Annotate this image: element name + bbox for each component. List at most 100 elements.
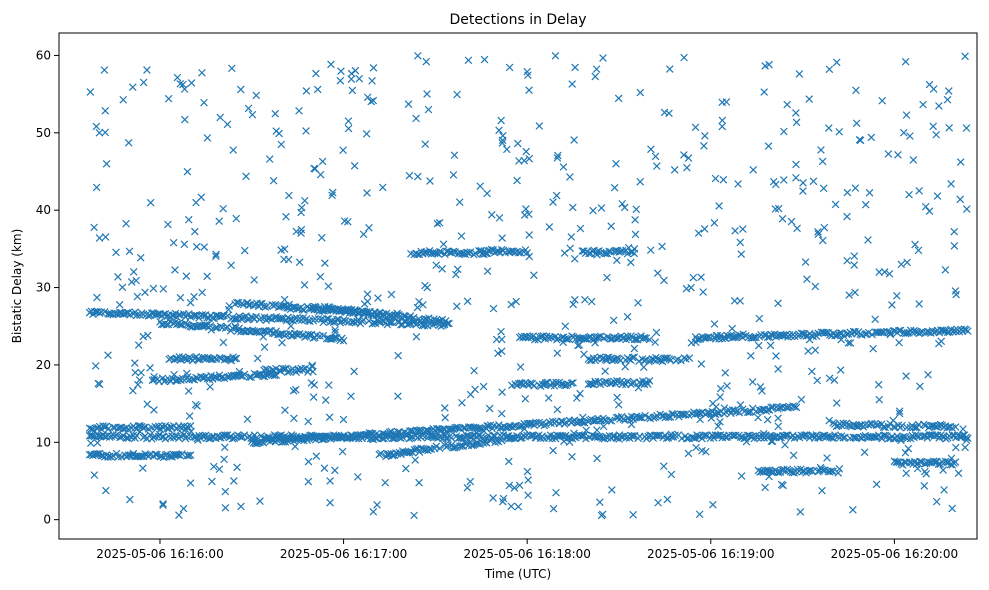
data-point-x-marker: [295, 258, 304, 267]
data-point-x-marker: [178, 450, 186, 458]
data-point-x-marker: [799, 179, 807, 187]
data-point-x-marker: [516, 434, 525, 443]
data-point-x-marker: [362, 130, 371, 138]
data-point-x-marker: [240, 370, 249, 379]
data-point-x-marker: [183, 432, 192, 441]
data-point-x-marker: [208, 314, 217, 322]
data-point-x-marker: [497, 436, 506, 445]
data-point-x-marker: [129, 268, 138, 276]
data-point-x-marker: [325, 413, 334, 422]
data-point-x-marker: [122, 219, 130, 228]
data-point-x-marker: [850, 261, 859, 269]
data-point-x-marker: [304, 457, 313, 466]
data-point-x-marker: [905, 190, 913, 199]
data-point-x-marker: [146, 198, 155, 207]
data-point-x-marker: [227, 261, 235, 270]
data-point-x-marker: [805, 95, 814, 103]
data-point-x-marker: [749, 166, 758, 174]
data-point-x-marker: [737, 250, 746, 259]
data-point-x-marker: [483, 189, 491, 198]
data-point-x-marker: [95, 128, 104, 137]
data-point-x-marker: [230, 354, 239, 363]
data-point-x-marker: [924, 370, 932, 379]
data-point-x-marker: [497, 327, 505, 336]
data-point-x-marker: [422, 57, 431, 66]
data-point-x-marker: [787, 217, 796, 226]
data-point-x-marker: [278, 364, 287, 373]
data-point-x-marker: [865, 188, 874, 197]
data-point-x-marker: [114, 453, 123, 461]
data-point-x-marker: [260, 343, 269, 352]
data-point-x-marker: [618, 199, 627, 208]
data-point-x-marker: [772, 352, 780, 360]
data-point-x-marker: [269, 176, 278, 185]
data-point-x-marker: [559, 163, 568, 171]
data-point-x-marker: [728, 324, 737, 333]
data-point-x-marker: [771, 180, 780, 189]
data-point-x-marker: [940, 486, 948, 494]
data-point-x-marker: [348, 86, 357, 95]
data-point-x-marker: [394, 351, 402, 360]
data-point-x-marker: [629, 510, 637, 519]
data-point-x-marker: [374, 432, 382, 440]
data-point-x-marker: [654, 498, 662, 507]
data-point-x-marker: [944, 87, 953, 95]
data-point-x-marker: [101, 106, 110, 115]
data-point-x-marker: [141, 288, 149, 297]
data-point-x-marker: [576, 389, 584, 398]
data-point-x-marker: [811, 282, 820, 291]
data-point-x-marker: [935, 102, 943, 110]
data-point-x-marker: [254, 370, 262, 379]
data-point-x-marker: [774, 365, 782, 373]
data-point-x-marker: [835, 127, 844, 136]
data-point-x-marker: [318, 157, 327, 166]
data-point-x-marker: [728, 431, 737, 440]
data-point-x-marker: [852, 119, 861, 128]
data-point-x-marker: [220, 443, 229, 452]
data-point-x-marker: [530, 271, 538, 280]
data-point-x-marker: [90, 471, 99, 479]
data-point-x-marker: [159, 499, 167, 508]
data-point-x-marker: [878, 96, 887, 105]
data-point-x-marker: [415, 478, 423, 487]
data-point-x-marker: [424, 105, 433, 114]
data-point-x-marker: [947, 180, 955, 188]
data-point-x-marker: [497, 116, 505, 125]
data-point-x-marker: [92, 122, 101, 131]
data-point-x-marker: [278, 438, 286, 446]
data-point-x-marker: [589, 206, 597, 215]
data-point-x-marker: [566, 173, 574, 181]
data-point-x-marker: [351, 66, 360, 75]
data-point-x-marker: [229, 146, 238, 154]
data-point-x-marker: [248, 110, 257, 119]
data-point-x-marker: [471, 385, 479, 394]
data-point-x-marker: [892, 292, 901, 300]
data-point-x-marker: [764, 142, 773, 150]
data-point-x-marker: [150, 406, 158, 414]
data-point-x-marker: [450, 443, 459, 452]
data-point-x-marker: [191, 227, 199, 236]
data-point-x-marker: [916, 382, 924, 391]
data-point-x-marker: [304, 330, 313, 339]
data-point-x-marker: [232, 354, 241, 363]
data-point-x-marker: [560, 249, 569, 257]
data-point-x-marker: [312, 69, 320, 78]
data-point-x-marker: [599, 54, 607, 62]
data-point-x-marker: [591, 72, 600, 81]
data-point-x-marker: [93, 438, 102, 447]
data-point-x-marker: [652, 431, 661, 440]
data-point-x-marker: [589, 416, 597, 425]
data-point-x-marker: [184, 387, 193, 395]
data-point-x-marker: [265, 155, 274, 163]
data-point-x-marker: [914, 246, 923, 255]
data-point-x-marker: [271, 300, 280, 309]
data-point-x-marker: [479, 382, 488, 391]
data-point-x-marker: [943, 95, 952, 104]
data-point-x-marker: [581, 295, 589, 304]
data-point-x-marker: [897, 260, 906, 269]
data-point-x-marker: [236, 85, 245, 94]
data-point-x-marker: [243, 415, 252, 424]
data-point-x-marker: [278, 338, 286, 347]
data-point-x-marker: [956, 158, 965, 166]
data-point-x-marker: [639, 363, 648, 372]
